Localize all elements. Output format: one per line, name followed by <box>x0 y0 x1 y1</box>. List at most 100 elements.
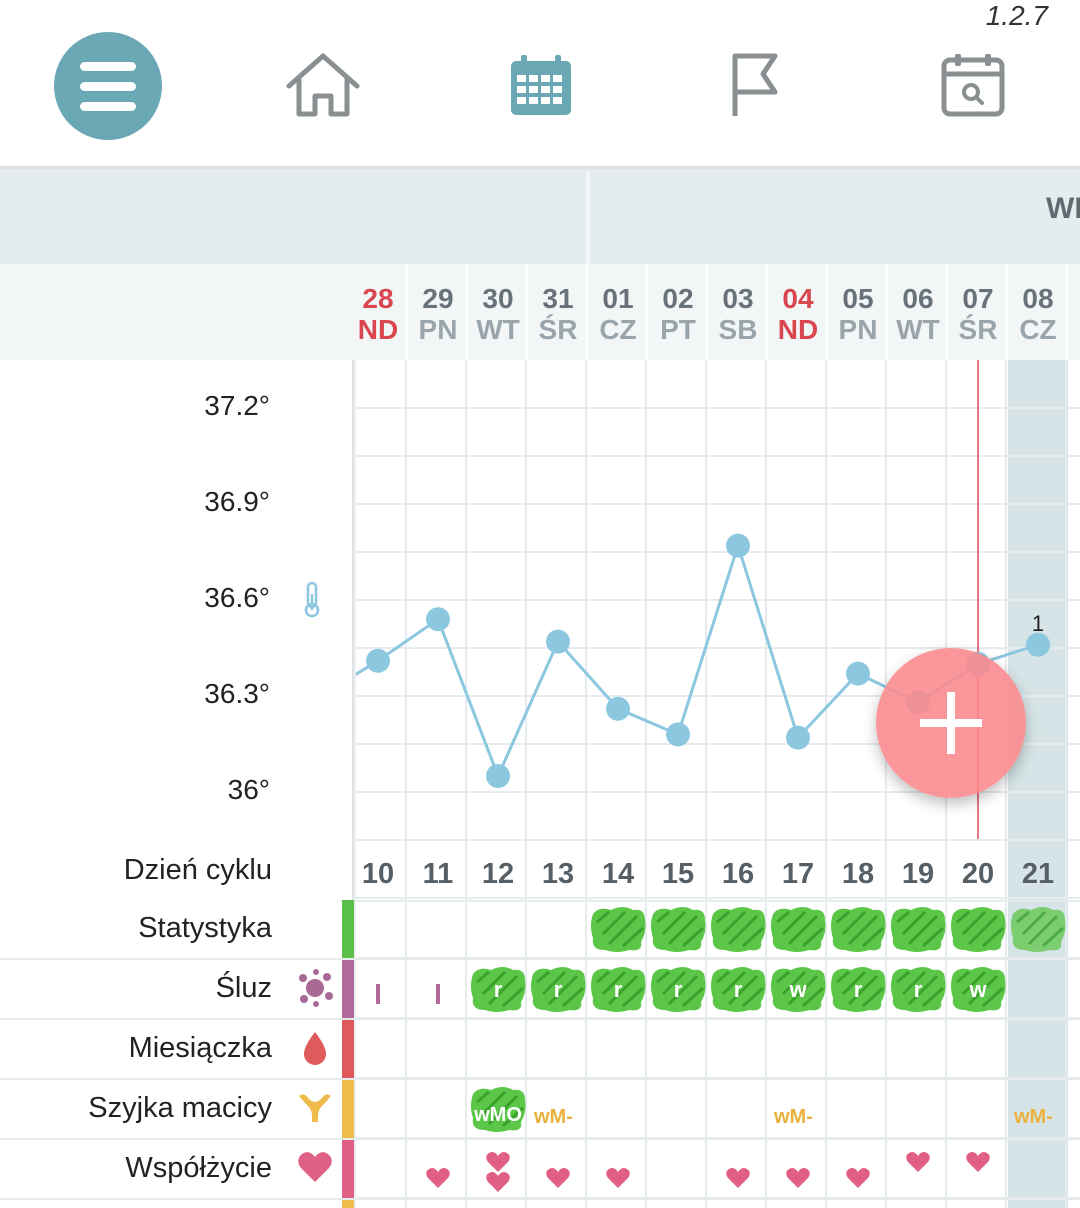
menu-button[interactable] <box>54 32 162 140</box>
mucus-mark-letter: r <box>613 977 623 1002</box>
date-day: 02 <box>662 283 694 314</box>
scribble-icon <box>771 907 826 952</box>
date-separator <box>1006 264 1008 360</box>
row-label-3: Miesiączka <box>0 1020 340 1078</box>
mucus-mark-letter: w <box>789 977 807 1002</box>
row-divider <box>0 1018 1080 1020</box>
cervix-mark: wM- <box>1014 1106 1053 1128</box>
date-weekday: PT <box>660 314 696 345</box>
mucus-mark-letter: r <box>853 977 863 1002</box>
today-column-highlight <box>1008 360 1068 1208</box>
green-blob-mark[interactable] <box>589 904 647 954</box>
date-column[interactable]: 06 WT <box>888 264 948 360</box>
uterus-icon <box>296 1088 334 1128</box>
data-point <box>726 533 750 558</box>
green-blob-mark[interactable] <box>469 964 527 1014</box>
home-button[interactable] <box>268 30 378 140</box>
green-blob-mark[interactable] <box>889 964 947 1014</box>
scribble-icon <box>951 967 1006 1012</box>
cervix-mark: wMO <box>474 1104 522 1126</box>
home-icon <box>286 53 360 117</box>
temperature-axis <box>0 360 354 842</box>
scribble-icon <box>891 967 946 1012</box>
add-entry-button[interactable] <box>876 648 1026 798</box>
row-color-bar <box>342 1200 354 1208</box>
green-blob-mark[interactable] <box>829 904 887 954</box>
green-blob-mark[interactable] <box>829 964 887 1014</box>
row-label-4: Szyjka macicy <box>0 1080 340 1138</box>
date-column[interactable]: 30 WT <box>468 264 528 360</box>
axis-shadow <box>352 360 356 1208</box>
date-separator <box>466 264 468 360</box>
date-day: 31 <box>542 283 574 314</box>
row-color-bar <box>342 1140 354 1198</box>
thermometer-icon <box>304 581 320 618</box>
mucus-mark-letter: w <box>969 977 987 1002</box>
date-column[interactable]: 01 CZ <box>588 264 648 360</box>
data-point <box>366 648 390 673</box>
calendar-search-icon <box>941 54 1005 117</box>
mucus-mark <box>436 984 440 1004</box>
row-label-1: Statystyka <box>0 900 340 958</box>
cervix-mark: wM- <box>774 1106 813 1128</box>
scribble-icon <box>591 907 646 952</box>
date-column[interactable]: 28 ND <box>348 264 408 360</box>
cycle-day-number: 12 <box>481 858 515 890</box>
date-column[interactable]: 04 ND <box>768 264 828 360</box>
cycle-day-number: 16 <box>721 858 755 890</box>
date-column[interactable]: 05 PN <box>828 264 888 360</box>
mucus-mark-letter: r <box>673 977 683 1002</box>
green-blob-mark[interactable] <box>889 904 947 954</box>
scribble-icon <box>831 907 886 952</box>
row-label-0: Dzień cyklu <box>0 842 340 900</box>
green-blob-mark[interactable] <box>469 1084 527 1134</box>
green-blob-mark[interactable] <box>529 964 587 1014</box>
green-blob-mark[interactable] <box>949 904 1007 954</box>
flag-button[interactable] <box>700 30 810 140</box>
calendar-button[interactable] <box>486 30 596 140</box>
app-version: 1.2.7 <box>985 0 1048 31</box>
heart-icon <box>425 1166 451 1190</box>
data-point <box>486 764 510 788</box>
row-label-5: Współżycie <box>0 1140 340 1198</box>
temperature-chart: 1 <box>355 360 1080 1208</box>
date-column[interactable]: 08 CZ <box>1008 264 1068 360</box>
date-column[interactable]: 03 SB <box>708 264 768 360</box>
date-column[interactable]: 02 PT <box>648 264 708 360</box>
heart-icon <box>545 1166 571 1190</box>
green-blob-mark[interactable] <box>589 964 647 1014</box>
blood-drop-icon <box>296 1028 334 1068</box>
date-weekday: ND <box>777 314 819 345</box>
green-blob-mark[interactable] <box>949 964 1007 1014</box>
green-blob-mark[interactable] <box>649 964 707 1014</box>
y-tick-label: 37.2° <box>204 390 270 421</box>
green-blob-mark[interactable] <box>709 964 767 1014</box>
date-column[interactable]: 29 PN <box>408 264 468 360</box>
y-tick-label: 36.3° <box>204 678 270 709</box>
green-blob-mark[interactable] <box>649 904 707 954</box>
date-column[interactable]: 07 ŚR <box>948 264 1008 360</box>
scribble-icon <box>891 907 946 952</box>
green-blob-mark[interactable] <box>1009 904 1067 954</box>
date-column[interactable]: 31 ŚR <box>528 264 588 360</box>
date-weekday: ND <box>357 314 399 345</box>
scribble-icon <box>531 967 586 1012</box>
scribble-icon <box>1011 907 1066 952</box>
scribble-icon <box>471 1087 526 1132</box>
data-point <box>1026 632 1050 657</box>
y-tick-label: 36.9° <box>204 486 270 517</box>
date-day: 05 <box>842 283 874 314</box>
row-color-bar <box>342 1080 354 1138</box>
cycle-day-number: 11 <box>422 858 454 890</box>
calendar-search-button[interactable] <box>918 30 1028 140</box>
date-separator <box>646 264 648 360</box>
heart-icon <box>965 1150 991 1174</box>
date-day: 01 <box>602 283 634 314</box>
cycle-day-number: 13 <box>541 858 575 890</box>
green-blob-mark[interactable] <box>769 964 827 1014</box>
green-blob-mark[interactable] <box>709 904 767 954</box>
scribble-icon <box>651 967 706 1012</box>
date-day: 29 <box>422 283 454 314</box>
row-color-bar <box>342 1020 354 1078</box>
green-blob-mark[interactable] <box>769 904 827 954</box>
